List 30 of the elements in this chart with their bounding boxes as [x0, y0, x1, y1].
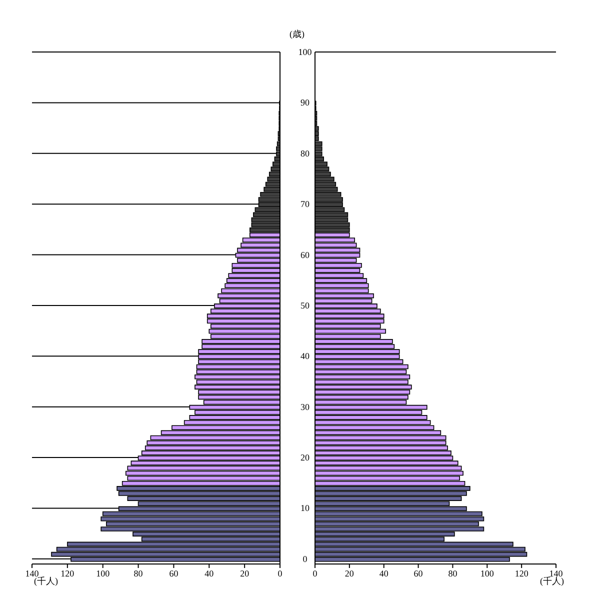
- x-tick-label: 60: [169, 568, 179, 578]
- x-tick-label: 60: [414, 568, 424, 578]
- y-tick-label: 0: [302, 554, 308, 564]
- x-tick-label: 120: [60, 568, 75, 578]
- x-tick-label: 20: [344, 568, 354, 578]
- y-tick-label: 90: [300, 98, 310, 108]
- x-tick-label: 140: [25, 568, 40, 578]
- y-tick-label: 20: [300, 452, 310, 463]
- x-tick-label: 100: [480, 568, 494, 578]
- y-tick-label: 60: [300, 250, 310, 260]
- y-tick-label: 100: [298, 47, 312, 57]
- x-tick-label: 0: [312, 568, 318, 578]
- x-tick-label: 40: [379, 568, 389, 578]
- y-tick-label: 80: [300, 148, 310, 158]
- x-axis-title: (千人): [540, 576, 564, 586]
- x-tick-label: 20: [240, 568, 250, 578]
- y-tick-label: 70: [300, 199, 310, 210]
- y-axis-title: (歳): [288, 28, 306, 41]
- x-tick-label: 40: [204, 568, 214, 578]
- y-tick-label: 40: [300, 351, 310, 362]
- x-tick-label: 80: [134, 568, 144, 578]
- x-axis-title: (千人): [34, 576, 58, 586]
- x-tick-label: 0: [278, 568, 283, 578]
- y-tick-label: 50: [300, 300, 310, 310]
- y-tick-label: 30: [300, 402, 310, 412]
- x-tick-label: 120: [514, 568, 529, 578]
- x-tick-label: 100: [96, 568, 110, 578]
- y-tick-label: 10: [300, 503, 310, 514]
- x-tick-label: 80: [448, 568, 458, 578]
- x-tick-label: 140: [549, 568, 564, 578]
